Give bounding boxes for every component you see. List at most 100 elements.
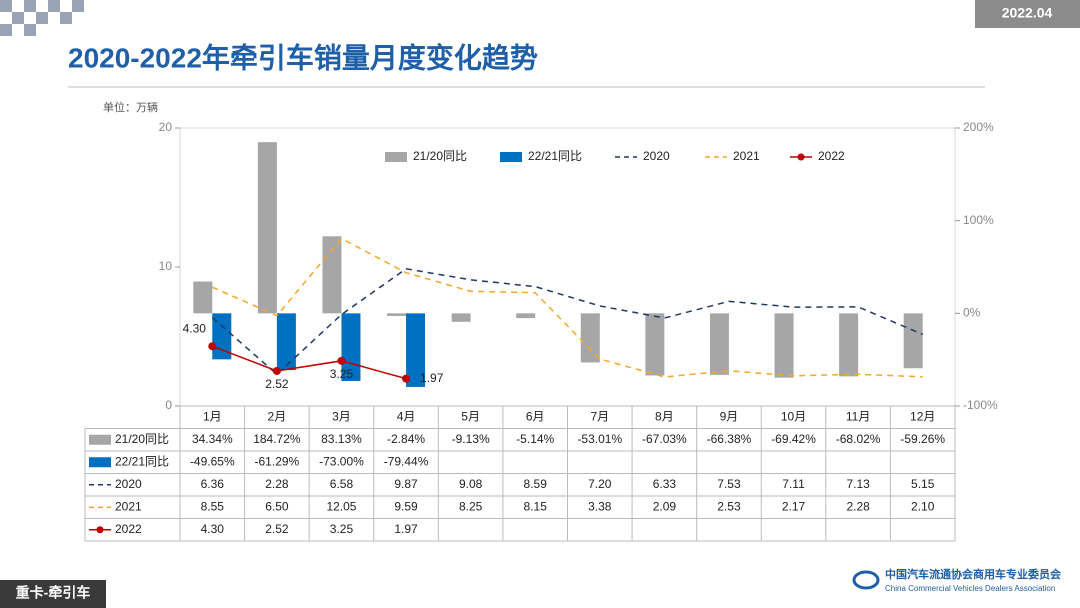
- table-cell: -73.00%: [319, 454, 364, 468]
- table-cell: 2.53: [717, 499, 741, 513]
- table-cell: -68.02%: [836, 432, 881, 446]
- unit: 单位：万辆: [103, 100, 158, 114]
- table-cell: 5.15: [911, 477, 935, 491]
- bar: [406, 313, 426, 387]
- bar: [257, 142, 277, 314]
- x-tick-label: 10月: [781, 409, 806, 423]
- table-row-label: 21/20同比: [115, 432, 169, 446]
- table-row-label: 2020: [115, 477, 142, 491]
- table-cell: 2.10: [911, 499, 935, 513]
- table-cell: 2.28: [846, 499, 870, 513]
- table-cell: 34.34%: [192, 432, 233, 446]
- corner-deco: [0, 0, 84, 36]
- bar: [580, 313, 600, 363]
- legend-swatch: [89, 434, 111, 445]
- x-tick-label: 3月: [332, 409, 351, 423]
- line: [211, 268, 924, 376]
- data-label: 4.30: [183, 321, 207, 335]
- y-tick-label: 10: [159, 259, 173, 273]
- table-cell: 8.25: [459, 499, 483, 513]
- y2-tick-label: 0%: [963, 306, 981, 320]
- table-cell: -5.14%: [516, 432, 554, 446]
- bar: [903, 313, 923, 369]
- x-tick-label: 11月: [846, 409, 870, 423]
- table-cell: 6.33: [653, 477, 677, 491]
- legend-label: 22/21同比: [528, 149, 582, 163]
- y2-tick-label: -100%: [963, 398, 998, 412]
- table-cell: 7.53: [717, 477, 741, 491]
- table-cell: 6.36: [201, 477, 225, 491]
- table-cell: 7.11: [782, 477, 805, 491]
- table-row-label: 22/21同比: [115, 454, 169, 468]
- table-cell: -69.42%: [771, 432, 816, 446]
- line: [212, 345, 407, 380]
- table-cell: -49.65%: [190, 454, 235, 468]
- table-cell: -61.29%: [255, 454, 300, 468]
- table-cell: 9.87: [394, 477, 418, 491]
- date-box: [975, 0, 1080, 28]
- y2-tick-label: 200%: [963, 120, 994, 134]
- table-cell: 12.05: [326, 499, 356, 513]
- table-cell: 1.97: [394, 522, 418, 536]
- x-tick-label: 9月: [720, 409, 739, 423]
- bar: [322, 236, 342, 314]
- table-cell: -59.26%: [900, 432, 945, 446]
- legend-label: 2020: [643, 149, 670, 163]
- x-tick-label: 8月: [655, 409, 674, 423]
- legend-swatch: [500, 152, 522, 162]
- table-cell: 9.59: [394, 499, 418, 513]
- line: [211, 237, 923, 378]
- data-label: 1.97: [420, 371, 444, 385]
- table-cell: 6.50: [265, 499, 289, 513]
- legend-swatch: [797, 153, 805, 161]
- marker: [208, 342, 217, 351]
- legend-swatch: [96, 526, 104, 534]
- table-cell: 2.17: [782, 499, 806, 513]
- table-cell: 8.55: [201, 499, 225, 513]
- table-cell: 3.38: [588, 499, 612, 513]
- legend-label: 2022: [818, 149, 845, 163]
- x-tick-label: 5月: [461, 409, 480, 423]
- footer-box: [0, 580, 106, 608]
- plot-frame: [179, 127, 956, 407]
- legend-label: 2021: [733, 149, 760, 163]
- table-row-label: 2021: [115, 499, 142, 513]
- bar: [839, 313, 859, 377]
- table-cell: 8.15: [524, 499, 548, 513]
- table-cell: 8.59: [524, 477, 548, 491]
- x-tick-label: 2月: [268, 409, 287, 423]
- x-tick-label: 6月: [526, 409, 545, 423]
- legend-swatch: [385, 152, 407, 162]
- x-tick-label: 4月: [397, 409, 416, 423]
- date: 2022.04: [1002, 5, 1053, 21]
- table-cell: 2.52: [265, 522, 289, 536]
- bar: [193, 281, 213, 314]
- bar: [709, 313, 729, 375]
- bar: [516, 313, 536, 319]
- logo: [852, 570, 880, 590]
- table-cell: 7.13: [846, 477, 870, 491]
- table-cell: 9.08: [459, 477, 483, 491]
- bar: [276, 313, 296, 371]
- table-cell: -67.03%: [642, 432, 687, 446]
- table-cell: -79.44%: [384, 454, 429, 468]
- table-cell: 4.30: [201, 522, 225, 536]
- table-cell: -9.13%: [452, 432, 490, 446]
- table-row-label: 2022: [115, 522, 142, 536]
- y2-tick-label: 100%: [963, 213, 994, 227]
- table-cell: 7.20: [588, 477, 612, 491]
- marker: [272, 366, 281, 375]
- footer: 重卡-牵引车: [16, 585, 91, 601]
- org-cn: 中国汽车流通协会商用车专业委员会: [885, 567, 1062, 581]
- data-label: 3.25: [330, 367, 354, 381]
- table-cell: -2.84%: [387, 432, 425, 446]
- table-cell: 3.25: [330, 522, 354, 536]
- data-label: 2.52: [265, 377, 289, 391]
- table-cell: 184.72%: [253, 432, 301, 446]
- org-en: China Commercial Vehicles Dealers Associ…: [885, 584, 1055, 593]
- bar: [645, 313, 665, 376]
- table-cell: 83.13%: [321, 432, 362, 446]
- marker: [402, 374, 411, 383]
- bar: [451, 313, 471, 322]
- table-cell: 6.58: [330, 477, 354, 491]
